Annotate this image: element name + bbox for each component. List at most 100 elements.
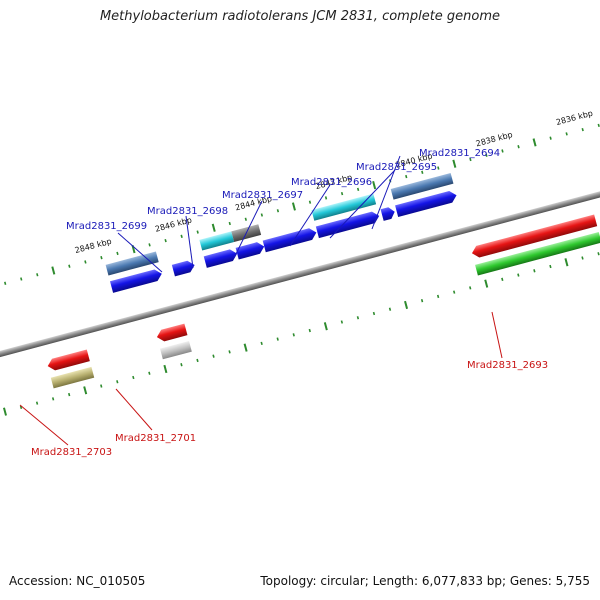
major-tick [564,258,569,267]
cds-arrow-fwd-2702[interactable] [109,268,163,293]
gene-label-2699[interactable]: Mrad2831_2699 [66,221,147,232]
minor-tick [132,375,135,380]
minor-tick [597,123,600,128]
cds-arrow-fwd-2696[interactable] [315,210,381,239]
minor-tick [84,260,87,264]
minor-tick [196,230,199,234]
minor-tick [437,166,440,170]
major-tick [211,223,216,232]
minor-tick [421,170,424,174]
leader-2699 [117,232,163,273]
gene-bar-2701[interactable] [160,340,192,360]
minor-tick [228,221,231,226]
major-tick [404,300,409,310]
gene-label-2696[interactable]: Mrad2831_2696 [291,177,372,188]
cds-arrow-fwd-2695[interactable] [380,206,397,221]
minor-tick [196,358,199,363]
gene-bar-2703[interactable] [50,366,95,389]
minor-tick [356,316,360,320]
minor-tick [308,328,311,333]
cds-arrow-fwd-2698[interactable] [235,241,266,260]
minor-tick [276,337,279,341]
minor-tick [549,136,552,140]
major-tick [243,343,248,352]
minor-tick [228,350,231,354]
minor-tick [4,281,7,285]
gene-label-2701[interactable]: Mrad2831_2701 [115,433,196,444]
major-tick [532,138,537,147]
minor-tick [148,243,151,247]
reverse-gene-track [50,231,600,389]
major-tick [2,407,7,416]
cds-arrow-rev-2701[interactable] [155,323,188,343]
cds-arrow-fwd-2697[interactable] [262,227,318,253]
map-title: Methylobacterium radiotolerans JCM 2831,… [99,9,501,24]
minor-tick [68,392,71,397]
gene-bar-2693[interactable] [475,231,600,276]
minor-tick [20,277,23,281]
minor-tick [276,209,280,213]
tick-label-2836: 2836 kbp [555,109,594,127]
genome-backbone [0,181,600,363]
gene-label-2693[interactable]: Mrad2831_2693 [467,360,548,371]
leader-2694 [371,155,401,230]
tick-label-2838: 2838 kbp [475,130,514,148]
major-tick [372,180,377,190]
minor-tick [453,290,456,294]
forward-cds-track [109,189,458,293]
gene-label-2698[interactable]: Mrad2831_2698 [147,206,228,217]
minor-tick [180,234,183,238]
minor-tick [35,401,39,405]
upper-tick-row [4,123,600,285]
gene-label-2695[interactable]: Mrad2831_2695 [356,162,437,173]
major-tick [83,386,88,395]
gene-bar-2696[interactable] [311,193,377,221]
leader-2697 [233,200,263,259]
minor-tick [356,187,360,192]
minor-tick [469,286,472,290]
minor-tick [164,238,167,243]
major-tick [323,322,328,331]
minor-tick [116,380,119,384]
cds-arrow-fwd-2700[interactable] [171,259,196,277]
major-tick [452,159,457,168]
minor-tick [100,384,103,388]
gene-bar-2694[interactable] [390,173,454,200]
major-tick [51,266,56,275]
cds-arrow-fwd-2694[interactable] [395,189,458,218]
minor-tick [517,273,520,277]
gene-bar-2699[interactable] [199,231,235,251]
gene-label-2697[interactable]: Mrad2831_2697 [222,190,303,201]
minor-tick [260,213,264,217]
leader-2703 [19,404,69,446]
gene-label-2694[interactable]: Mrad2831_2694 [419,148,500,159]
cds-arrow-rev-2703[interactable] [46,349,90,372]
reverse-cds-track [46,214,598,372]
lower-tick-row [2,252,600,416]
minor-tick [148,371,151,375]
minor-tick [19,405,23,410]
minor-tick [372,311,376,316]
cds-arrow-fwd-2699[interactable] [203,248,239,268]
minor-tick [180,363,183,367]
minor-tick [308,200,312,204]
minor-tick [565,132,568,136]
leader-2696 [289,184,331,247]
cds-arrow-rev-2693[interactable] [470,214,598,260]
minor-tick [469,157,472,162]
minor-tick [581,256,584,260]
minor-tick [51,397,55,401]
leader-2695 [329,169,396,239]
leader-2698 [185,215,194,269]
genome-summary-text: Topology: circular; Length: 6,077,833 bp… [260,574,590,588]
minor-tick [581,127,584,132]
major-tick [484,279,489,288]
minor-tick [533,269,536,273]
minor-tick [68,264,71,268]
major-tick [163,364,168,374]
leader-2693 [491,311,503,359]
gene-label-2703[interactable]: Mrad2831_2703 [31,447,112,458]
minor-tick [597,252,600,256]
accession-text: Accession: NC_010505 [9,574,146,588]
